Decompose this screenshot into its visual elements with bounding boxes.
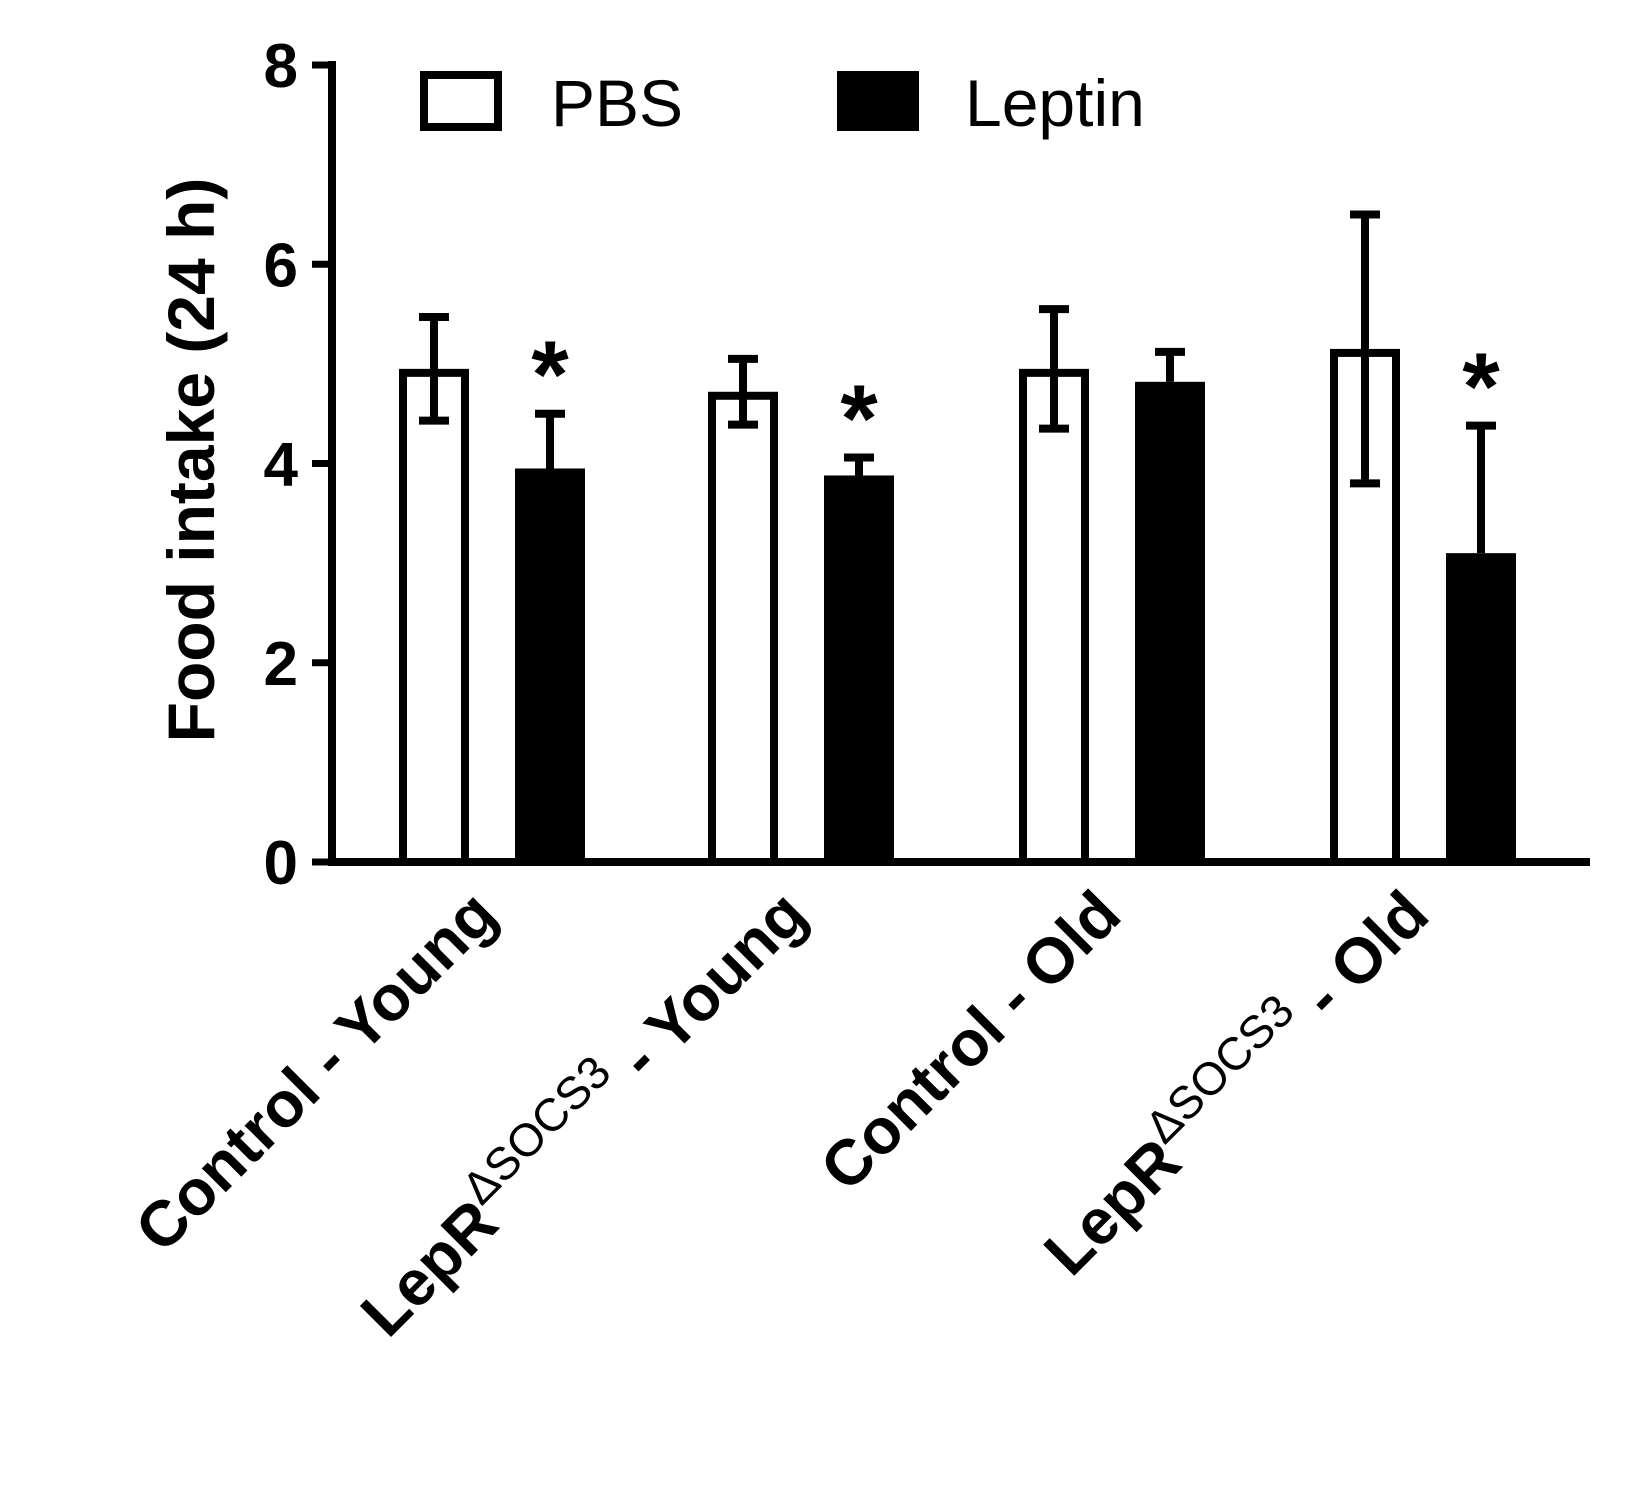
x-category-suffix-2: - Young bbox=[592, 877, 820, 1105]
bars bbox=[399, 348, 1516, 866]
x-category-label-3: Control - Old bbox=[806, 877, 1133, 1204]
bar-leptin-2 bbox=[824, 475, 894, 862]
significance-marker-1: * bbox=[531, 322, 569, 429]
legend-label-pbs: PBS bbox=[551, 66, 683, 140]
x-category-superscript-4: ΔSOCS3 bbox=[1135, 984, 1304, 1153]
legend: PBS Leptin bbox=[420, 66, 1145, 140]
legend-swatch-pbs bbox=[420, 71, 502, 131]
bar-leptin-3 bbox=[1135, 381, 1205, 862]
x-category-superscript-2: ΔSOCS3 bbox=[452, 1045, 621, 1214]
bar-pbs-3 bbox=[1019, 368, 1089, 866]
y-tick-label-4: 4 bbox=[264, 431, 299, 500]
legend-swatch-leptin bbox=[837, 71, 919, 131]
y-tick-label-0: 0 bbox=[264, 829, 298, 898]
x-category-main-3: Control - Old bbox=[806, 877, 1133, 1204]
bar-pbs-2 bbox=[708, 391, 778, 866]
y-tick-label-6: 6 bbox=[264, 231, 298, 300]
y-tick-label-2: 2 bbox=[264, 630, 298, 699]
axes: 0 2 4 6 8 bbox=[264, 32, 1590, 898]
significance-marker-2: * bbox=[840, 366, 878, 473]
error-bars: * * * bbox=[419, 210, 1500, 554]
significance-marker-4: * bbox=[1462, 334, 1500, 441]
x-category-suffix-4: - Old bbox=[1275, 877, 1442, 1044]
legend-label-leptin: Leptin bbox=[965, 66, 1145, 140]
bar-pbs-1 bbox=[399, 368, 469, 866]
y-tick-label-8: 8 bbox=[264, 32, 298, 101]
y-axis-title: Food intake (24 h) bbox=[154, 178, 228, 743]
y-axis-title-group: Food intake (24 h) bbox=[154, 178, 228, 743]
bar-leptin-1 bbox=[515, 468, 585, 862]
bar-leptin-4 bbox=[1446, 553, 1516, 862]
